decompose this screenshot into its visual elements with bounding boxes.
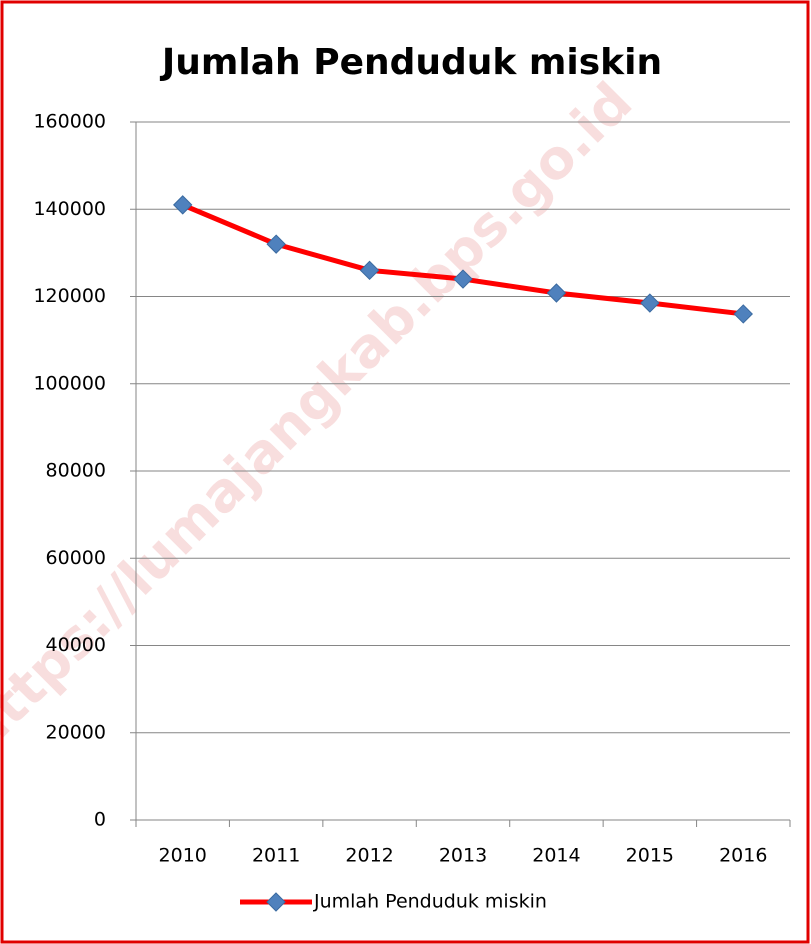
marker bbox=[453, 269, 473, 289]
x-tick-label: 2016 bbox=[719, 845, 767, 867]
chart-title: Jumlah Penduduk miskin bbox=[159, 42, 662, 83]
marker bbox=[173, 195, 193, 215]
x-tick-label: 2014 bbox=[532, 845, 580, 867]
y-tick-label: 120000 bbox=[33, 285, 106, 307]
y-tick-label: 60000 bbox=[46, 547, 106, 569]
marker bbox=[359, 260, 380, 281]
x-tick-label: 2013 bbox=[439, 845, 487, 867]
marker bbox=[640, 293, 660, 313]
x-tick-label: 2011 bbox=[252, 845, 300, 867]
y-tick-label: 20000 bbox=[46, 721, 106, 743]
y-tick-label: 80000 bbox=[46, 460, 106, 482]
x-tick-label: 2010 bbox=[159, 845, 207, 867]
y-tick-label: 0 bbox=[94, 809, 106, 831]
marker bbox=[733, 304, 753, 324]
y-tick-label: 40000 bbox=[46, 634, 106, 656]
legend-marker bbox=[266, 892, 286, 912]
marker bbox=[546, 283, 567, 303]
x-tick-label: 2012 bbox=[345, 845, 393, 867]
x-tick-label: 2015 bbox=[626, 845, 674, 867]
y-tick-label: 140000 bbox=[33, 198, 106, 220]
y-tick-label: 160000 bbox=[33, 111, 106, 133]
marker bbox=[266, 234, 286, 254]
y-tick-label: 100000 bbox=[33, 372, 106, 394]
legend-label: Jumlah Penduduk miskin bbox=[313, 891, 547, 913]
